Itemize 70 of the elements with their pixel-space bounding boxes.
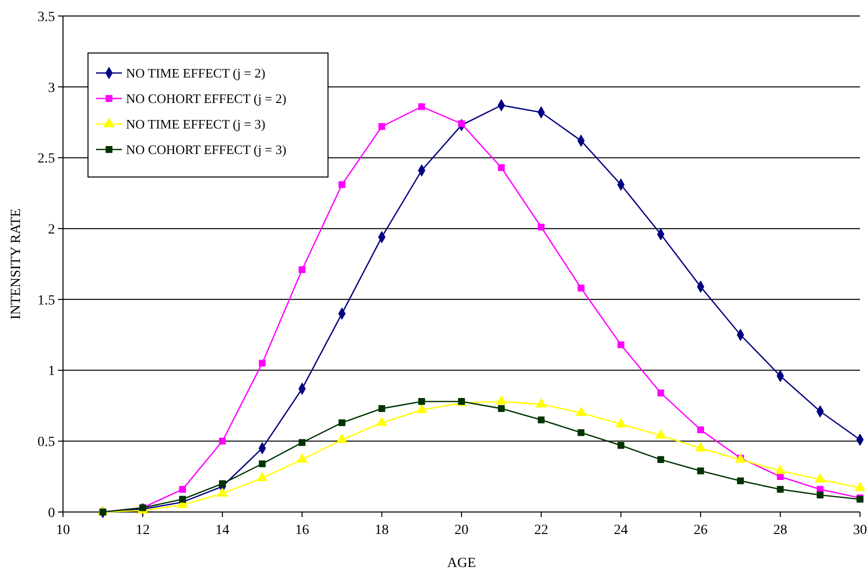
point: [776, 473, 784, 480]
point: [617, 442, 624, 449]
point: [498, 405, 505, 412]
y-axis-title: INTENSITY RATE: [9, 208, 24, 320]
x-tick-label: 14: [215, 523, 230, 538]
y-tick-label: 0: [48, 506, 55, 521]
y-tick-label: 1.5: [38, 293, 55, 308]
x-tick-label: 22: [534, 523, 548, 538]
y-tick-label: 0.5: [38, 435, 55, 450]
legend-label: NO TIME EFFECT (j = 3): [126, 116, 266, 132]
point: [338, 419, 346, 426]
point: [578, 429, 584, 436]
legend-label: NO COHORT EFFECT (j = 2): [126, 91, 286, 106]
point: [256, 472, 268, 482]
x-axis-title: AGE: [447, 556, 476, 571]
point: [697, 426, 704, 434]
x-tick-label: 30: [853, 523, 867, 538]
point: [776, 486, 784, 493]
x-tick-label: 16: [295, 523, 310, 538]
point: [814, 473, 826, 483]
x-tick-label: 10: [56, 523, 70, 538]
point: [378, 123, 386, 130]
point: [258, 460, 266, 468]
point: [416, 404, 427, 414]
legend-label: NO TIME EFFECT (j = 2): [126, 66, 266, 81]
point: [737, 477, 744, 484]
x-tick-label: 18: [374, 523, 389, 538]
point: [338, 181, 346, 188]
point: [179, 496, 186, 503]
point: [617, 341, 624, 348]
point: [616, 418, 626, 428]
point: [816, 492, 824, 498]
point: [774, 464, 786, 474]
point: [418, 398, 426, 405]
point: [218, 438, 226, 445]
point: [854, 482, 866, 492]
y-tick-label: 2: [48, 222, 55, 238]
x-tick-label: 12: [136, 523, 150, 538]
x-tick-label: 24: [614, 523, 628, 538]
point: [536, 398, 547, 408]
point: [298, 439, 306, 446]
y-tick-label: 1: [48, 364, 55, 380]
point: [217, 487, 228, 497]
x-tick-label: 28: [773, 523, 788, 538]
legend-label: NO COHORT EFFECT (j = 3): [126, 142, 286, 158]
point: [538, 224, 545, 231]
point: [697, 467, 704, 474]
point: [378, 405, 386, 412]
point: [296, 453, 308, 463]
point: [695, 442, 706, 452]
point: [218, 480, 226, 488]
x-tick-label: 26: [694, 523, 708, 538]
point: [657, 390, 664, 396]
x-tick-label: 20: [454, 523, 468, 538]
point: [258, 360, 266, 367]
point: [578, 284, 584, 292]
point: [376, 416, 388, 426]
point: [336, 434, 348, 443]
point: [657, 456, 664, 463]
point: [655, 429, 666, 439]
y-tick-label: 3.5: [38, 10, 55, 25]
point: [418, 103, 426, 110]
y-tick-label: 3: [48, 80, 55, 96]
point: [496, 395, 507, 405]
y-tick-label: 2.5: [38, 152, 55, 167]
point: [179, 486, 186, 493]
point: [498, 164, 505, 172]
point: [298, 266, 306, 274]
point: [576, 406, 586, 416]
point: [538, 416, 545, 424]
